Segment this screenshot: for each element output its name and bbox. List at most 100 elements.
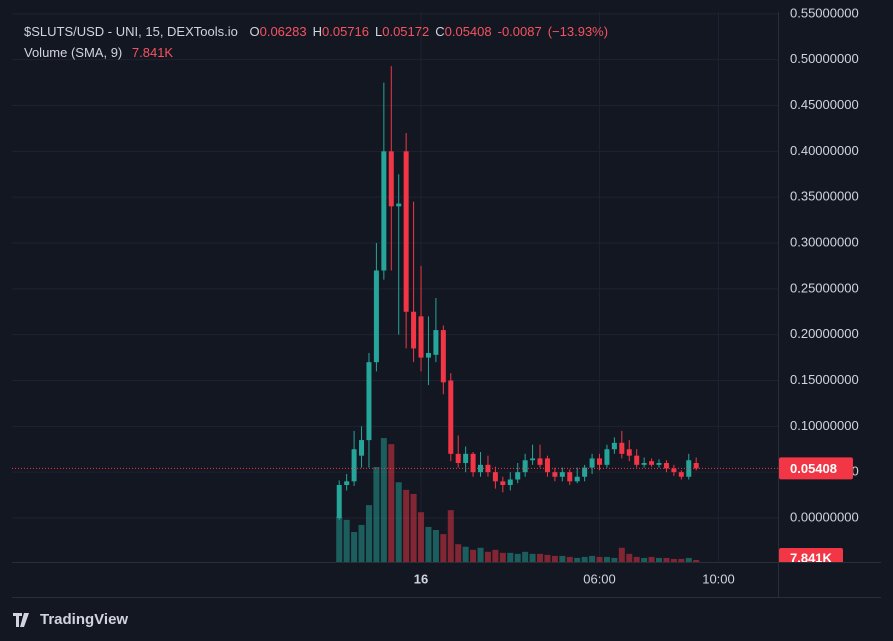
volume-bar [626, 553, 633, 562]
volume-bar [395, 482, 402, 562]
candle-body [500, 481, 506, 485]
volume-bar [566, 556, 573, 562]
candle-body [597, 458, 603, 465]
legend-key: O [249, 24, 259, 39]
candle-body [366, 362, 372, 441]
candle-body [634, 455, 640, 465]
candle-body [693, 463, 699, 469]
volume-bar [499, 552, 506, 562]
volume-bar [440, 534, 447, 562]
volume-bar [551, 555, 558, 562]
y-tick-label: 0.50000000 [790, 51, 859, 66]
candle-body [515, 472, 521, 480]
y-tick-label: 0.10000000 [790, 418, 859, 433]
candle-body [411, 311, 417, 349]
volume-bar [611, 557, 618, 562]
y-tick-label: 0.35000000 [790, 189, 859, 204]
volume-bar [462, 546, 469, 562]
price-label-box [779, 457, 853, 480]
candle-body [589, 458, 595, 468]
legend-key: C [435, 24, 444, 39]
legend-value: 0.05716 [322, 24, 369, 39]
volume-bar [455, 544, 462, 562]
candle-body [530, 458, 536, 461]
volume-bar [581, 556, 588, 562]
price-label: 0.05408 [790, 461, 837, 476]
volume-bar [514, 553, 521, 562]
y-tick-label: 0.00000000 [790, 509, 859, 524]
candle-body [492, 472, 498, 482]
candle-body [373, 270, 379, 363]
candle-body [507, 479, 513, 485]
candle-body [641, 463, 647, 465]
y-tick-label: 0.30000000 [790, 234, 859, 249]
legend-volume: Volume (SMA, 9) 7.841K [24, 45, 173, 60]
candle-body [388, 151, 394, 207]
brand-icon [13, 613, 29, 627]
volume-bar [477, 547, 484, 562]
candle-body [611, 442, 617, 450]
legend-value: 0.05172 [382, 24, 429, 39]
candle-body [656, 463, 662, 465]
volume-bar [507, 552, 514, 562]
candle-body [448, 380, 454, 454]
volume-bar [685, 557, 692, 562]
legend-key: H [313, 24, 322, 39]
volume-bar [663, 557, 670, 562]
candle-layer [336, 66, 699, 520]
candle-body [567, 472, 573, 482]
candle-body [344, 481, 350, 485]
volume-bar [641, 557, 648, 562]
x-tick-label: 10:00 [702, 571, 735, 586]
volume-bar [336, 516, 343, 562]
volume-title: Volume (SMA, 9) [24, 45, 122, 60]
volume-bar [559, 555, 566, 562]
candle-body [671, 468, 677, 473]
candle-body [455, 453, 461, 463]
volume-bar [403, 489, 410, 562]
y-tick-label: 0.25000000 [790, 280, 859, 295]
candle-body [626, 449, 632, 456]
candle-body [649, 461, 655, 465]
legend-key: L [375, 24, 382, 39]
candle-body [336, 485, 342, 518]
legend-value: 0.05408 [445, 24, 492, 39]
y-tick-label: 0.55000000 [790, 5, 859, 20]
candle-body [463, 453, 469, 463]
volume-layer [336, 438, 700, 562]
candle-body [359, 440, 365, 456]
candle-body [425, 353, 431, 358]
volume-bar [529, 553, 536, 562]
volume-sma-value: 7.841K [132, 45, 174, 60]
candle-body [485, 464, 491, 473]
legend-change-pct: (−13.93%) [548, 24, 608, 39]
volume-bar [589, 555, 596, 562]
candle-body [537, 458, 543, 465]
volume-bar [343, 519, 350, 562]
candle-body [351, 449, 357, 482]
volume-bar [648, 556, 655, 562]
volume-bar [418, 512, 425, 562]
candle-body [522, 460, 528, 473]
candle-body [552, 472, 558, 477]
brand-name: TradingView [40, 611, 128, 628]
y-tick-label: 0.20000000 [790, 326, 859, 341]
candle-body [678, 472, 684, 477]
volume-bar [633, 556, 640, 562]
volume-bar [492, 549, 499, 562]
candle-body [663, 463, 669, 469]
volume-bar [410, 493, 417, 562]
candle-body [403, 151, 409, 312]
candle-body [544, 458, 550, 473]
y-tick-label: 0.40000000 [790, 143, 859, 158]
volume-bar [618, 547, 625, 562]
candle-body [433, 330, 439, 355]
legend-value: 0.06283 [260, 24, 307, 39]
volume-bar [670, 558, 677, 562]
volume-bar [522, 551, 529, 562]
candle-body [381, 151, 387, 271]
volume-bar [596, 556, 603, 562]
y-tick-label: 0.15000000 [790, 372, 859, 387]
x-tick-label: 06:00 [583, 571, 616, 586]
